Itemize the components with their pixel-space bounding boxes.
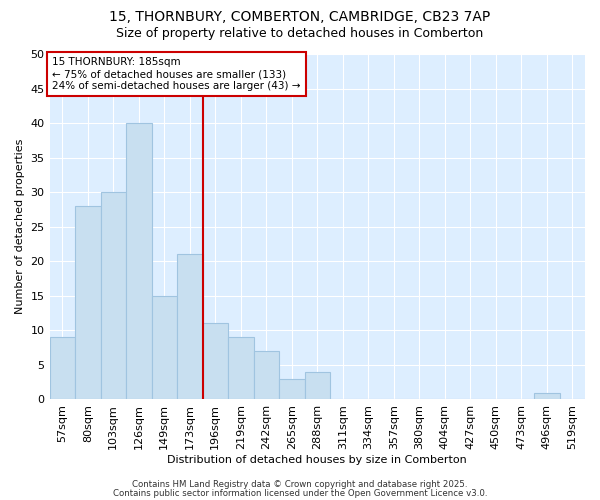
Bar [203, 324, 228, 400]
Bar [50, 338, 75, 400]
Bar [228, 338, 254, 400]
Text: 15 THORNBURY: 185sqm
← 75% of detached houses are smaller (133)
24% of semi-deta: 15 THORNBURY: 185sqm ← 75% of detached h… [52, 58, 301, 90]
Text: Contains public sector information licensed under the Open Government Licence v3: Contains public sector information licen… [113, 488, 487, 498]
Y-axis label: Number of detached properties: Number of detached properties [15, 139, 25, 314]
Bar [177, 254, 203, 400]
Bar [101, 192, 126, 400]
Bar [305, 372, 330, 400]
Bar [279, 378, 305, 400]
Bar [75, 206, 101, 400]
Bar [152, 296, 177, 400]
X-axis label: Distribution of detached houses by size in Comberton: Distribution of detached houses by size … [167, 455, 467, 465]
Text: Size of property relative to detached houses in Comberton: Size of property relative to detached ho… [116, 28, 484, 40]
Text: Contains HM Land Registry data © Crown copyright and database right 2025.: Contains HM Land Registry data © Crown c… [132, 480, 468, 489]
Bar [254, 351, 279, 400]
Bar [126, 123, 152, 400]
Bar [534, 392, 560, 400]
Text: 15, THORNBURY, COMBERTON, CAMBRIDGE, CB23 7AP: 15, THORNBURY, COMBERTON, CAMBRIDGE, CB2… [109, 10, 491, 24]
